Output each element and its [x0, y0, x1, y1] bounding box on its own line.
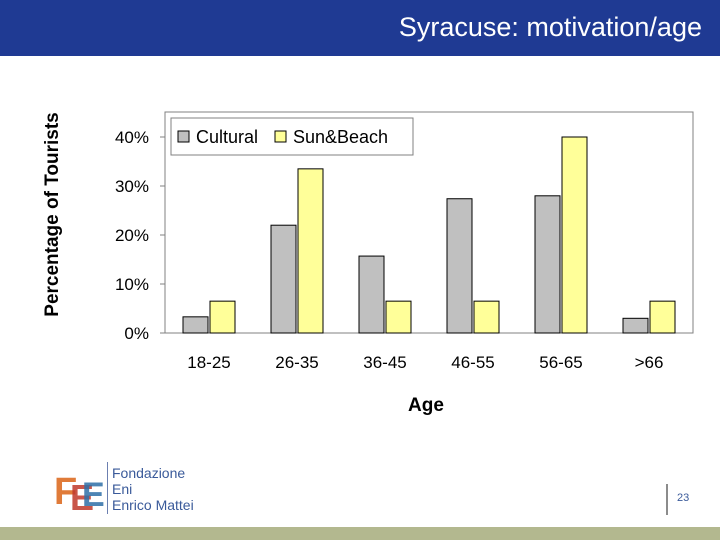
logo-line-2: Eni — [112, 481, 133, 497]
bar-sun-beach — [649, 300, 676, 334]
svg-text:F: F — [54, 471, 77, 513]
fee-logo-icon: F E E — [54, 471, 105, 518]
y-tick-label: 10% — [115, 275, 149, 294]
title-bar: Syracuse: motivation/age — [0, 0, 720, 56]
logo-text: Fondazione Eni Enrico Mattei — [112, 465, 194, 513]
x-tick-label: 18-25 — [187, 353, 230, 372]
x-tick-label: 26-35 — [275, 353, 318, 372]
y-tick-label: 40% — [115, 128, 149, 147]
svg-text:E: E — [70, 477, 94, 518]
svg-text:E: E — [82, 476, 105, 514]
logo-line-1: Fondazione — [112, 465, 186, 481]
x-tick-label: >66 — [635, 353, 664, 372]
y-axis-label: Percentage of Tourists — [42, 112, 63, 316]
y-tick-label: 0% — [124, 324, 149, 343]
y-tick-label: 30% — [115, 177, 149, 196]
footer-bar — [0, 527, 720, 540]
x-axis-label: Age — [408, 395, 444, 416]
x-tick-label: 56-65 — [539, 353, 582, 372]
bar-cultural — [622, 317, 649, 334]
legend-swatch-sun-beach — [274, 130, 287, 143]
bar-sun-beach — [385, 300, 412, 334]
x-tick-label: 36-45 — [363, 353, 406, 372]
bar-sun-beach — [473, 300, 500, 334]
y-tick-label: 20% — [115, 226, 149, 245]
bar-sun-beach — [209, 300, 236, 334]
legend-label-cultural: Cultural — [196, 127, 258, 147]
bar-cultural — [270, 224, 297, 334]
legend-box — [170, 117, 414, 156]
bar-sun-beach — [561, 136, 588, 334]
page-number-separator — [666, 484, 668, 515]
slide-title: Syracuse: motivation/age — [398, 12, 702, 42]
legend-swatch-cultural — [177, 130, 190, 143]
legend-label-sun-beach: Sun&Beach — [293, 127, 388, 147]
bar-cultural — [446, 198, 473, 334]
bar-chart: 0% 10% 20% 30% 40% 18-25 26-35 36-45 46-55 56-65 >… — [42, 111, 694, 416]
logo-divider — [107, 462, 108, 514]
bar-cultural — [358, 255, 385, 334]
bar-cultural — [534, 195, 561, 334]
page-number: 23 — [677, 492, 690, 504]
logo-line-3: Enrico Mattei — [112, 497, 194, 513]
bar-cultural — [182, 316, 209, 334]
x-tick-label: 46-55 — [451, 353, 494, 372]
bar-sun-beach — [297, 168, 324, 334]
